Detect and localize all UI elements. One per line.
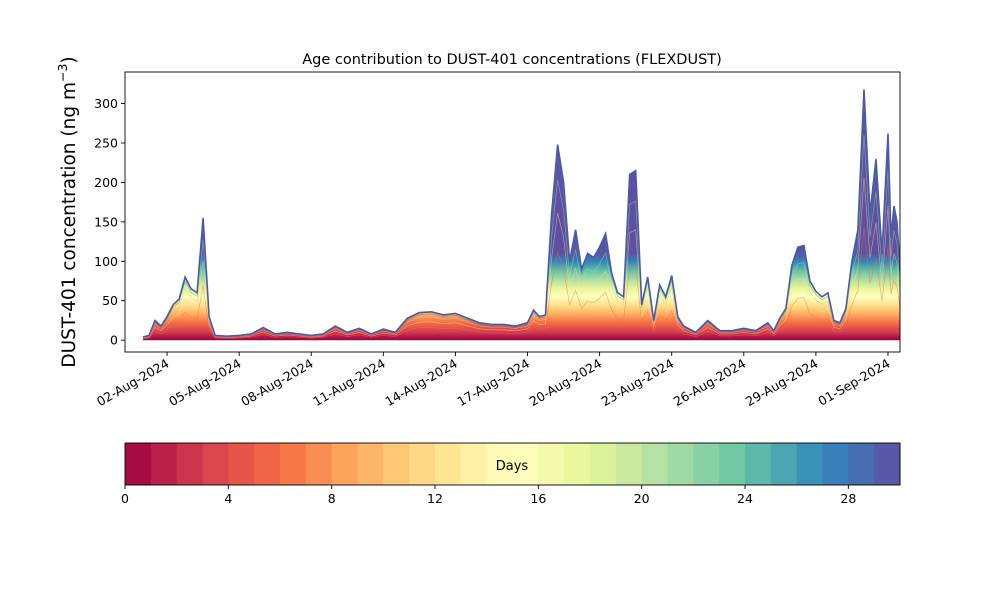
total-concentration-line bbox=[142, 89, 900, 338]
age-stacked-area bbox=[143, 89, 900, 341]
plot-area bbox=[142, 89, 900, 341]
colorbar-segment bbox=[770, 443, 798, 485]
colorbar-tick-label: 4 bbox=[224, 491, 232, 506]
x-tick-label: 08-Aug-2024 bbox=[238, 356, 316, 409]
x-tick-label: 26-Aug-2024 bbox=[671, 356, 749, 409]
x-tick-label: 17-Aug-2024 bbox=[454, 356, 532, 409]
colorbar-segment bbox=[512, 443, 539, 485]
colorbar-label: Days bbox=[496, 459, 529, 474]
chart-title: Age contribution to DUST-401 concentrati… bbox=[302, 52, 722, 68]
age-band-lines bbox=[142, 106, 900, 340]
y-tick-label: 100 bbox=[94, 254, 118, 269]
colorbar-segment bbox=[486, 443, 513, 485]
y-tick-label: 150 bbox=[94, 214, 118, 229]
colorbar-segment bbox=[538, 443, 565, 485]
colorbar-tick-label: 0 bbox=[121, 491, 129, 506]
x-tick-label: 23-Aug-2024 bbox=[599, 356, 677, 409]
colorbar-segment bbox=[796, 443, 823, 485]
colorbar-segment bbox=[590, 443, 617, 485]
colorbar-segment bbox=[254, 443, 281, 485]
colorbar-segment bbox=[641, 443, 668, 485]
colorbar-tick-label: 16 bbox=[530, 491, 546, 506]
x-tick-label: 14-Aug-2024 bbox=[382, 356, 460, 409]
age-band-line bbox=[142, 177, 900, 339]
colorbar-segment bbox=[305, 443, 333, 485]
x-tick-label: 29-Aug-2024 bbox=[743, 356, 821, 409]
y-tick-label: 200 bbox=[94, 175, 118, 190]
colorbar-segment bbox=[719, 443, 746, 485]
colorbar-segment bbox=[693, 443, 720, 485]
x-tick-label: 02-Aug-2024 bbox=[94, 356, 172, 409]
age-band-line bbox=[142, 134, 900, 338]
colorbar-segment bbox=[745, 443, 772, 485]
colorbar-tick-label: 12 bbox=[427, 491, 443, 506]
colorbar-segment bbox=[331, 443, 358, 485]
x-tick-label: 01-Sep-2024 bbox=[815, 356, 892, 409]
y-axis-label: DUST-401 concentration (ng m−3) bbox=[55, 56, 80, 367]
colorbar-tick-label: 28 bbox=[840, 491, 856, 506]
colorbar-tick-label: 20 bbox=[634, 491, 650, 506]
y-tick-label: 0 bbox=[110, 333, 118, 348]
colorbar-segment bbox=[357, 443, 384, 485]
y-tick-label: 300 bbox=[94, 96, 118, 111]
colorbar-segment bbox=[822, 443, 849, 485]
y-axis: 0 50 100 150 200 250 300 bbox=[94, 96, 125, 348]
colorbar-segment bbox=[280, 443, 307, 485]
colorbar-tick-label: 24 bbox=[737, 491, 753, 506]
colorbar-segment bbox=[383, 443, 410, 485]
colorbar-segment bbox=[125, 443, 152, 485]
colorbar-segment bbox=[564, 443, 591, 485]
colorbar-tick-label: 8 bbox=[328, 491, 336, 506]
y-tick-label: 50 bbox=[102, 293, 118, 308]
colorbar-segment bbox=[615, 443, 643, 485]
colorbar-segment bbox=[228, 443, 255, 485]
x-tick-label: 20-Aug-2024 bbox=[527, 356, 605, 409]
colorbar-segment bbox=[409, 443, 436, 485]
colorbar-ticks: 0 4 8 12 16 20 24 28 bbox=[121, 485, 856, 506]
colorbar-segment bbox=[667, 443, 694, 485]
colorbar-segment bbox=[435, 443, 462, 485]
colorbar-segment bbox=[848, 443, 875, 485]
colorbar bbox=[125, 443, 901, 485]
y-tick-label: 250 bbox=[94, 135, 118, 150]
colorbar-segment bbox=[460, 443, 488, 485]
colorbar-segment bbox=[202, 443, 229, 485]
age-band-line bbox=[142, 227, 900, 340]
plot-frame bbox=[124, 71, 901, 353]
colorbar-segment bbox=[874, 443, 901, 485]
colorbar-segment bbox=[176, 443, 203, 485]
colorbar-frame bbox=[124, 442, 901, 486]
x-axis: 02-Aug-202405-Aug-202408-Aug-202411-Aug-… bbox=[94, 352, 893, 409]
colorbar-segment bbox=[150, 443, 178, 485]
x-tick-label: 05-Aug-2024 bbox=[166, 356, 244, 409]
x-tick-label: 11-Aug-2024 bbox=[310, 356, 388, 409]
